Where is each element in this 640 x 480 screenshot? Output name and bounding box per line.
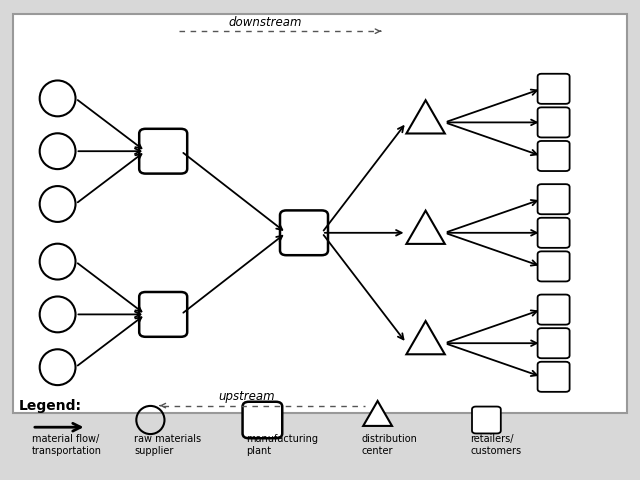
- FancyBboxPatch shape: [140, 129, 187, 174]
- FancyBboxPatch shape: [538, 74, 570, 104]
- Text: downstream: downstream: [229, 16, 302, 29]
- Text: manufacturing
plant: manufacturing plant: [246, 434, 319, 456]
- Polygon shape: [364, 401, 392, 426]
- FancyBboxPatch shape: [538, 108, 570, 137]
- FancyBboxPatch shape: [538, 141, 570, 171]
- FancyBboxPatch shape: [472, 407, 501, 433]
- FancyBboxPatch shape: [538, 328, 570, 358]
- Polygon shape: [406, 211, 445, 244]
- Text: raw materials
supplier: raw materials supplier: [134, 434, 202, 456]
- FancyBboxPatch shape: [538, 218, 570, 248]
- FancyBboxPatch shape: [538, 184, 570, 214]
- Text: retailers/
customers: retailers/ customers: [470, 434, 522, 456]
- FancyBboxPatch shape: [538, 295, 570, 324]
- Text: upstream: upstream: [218, 390, 275, 403]
- Text: distribution
center: distribution center: [362, 434, 417, 456]
- Polygon shape: [406, 321, 445, 354]
- Polygon shape: [406, 100, 445, 133]
- FancyBboxPatch shape: [243, 402, 282, 438]
- FancyBboxPatch shape: [538, 362, 570, 392]
- FancyBboxPatch shape: [13, 14, 627, 413]
- Text: material flow/
transportation: material flow/ transportation: [32, 434, 102, 456]
- FancyBboxPatch shape: [140, 292, 187, 337]
- Text: Legend:: Legend:: [19, 398, 82, 413]
- FancyBboxPatch shape: [538, 252, 570, 281]
- FancyBboxPatch shape: [280, 210, 328, 255]
